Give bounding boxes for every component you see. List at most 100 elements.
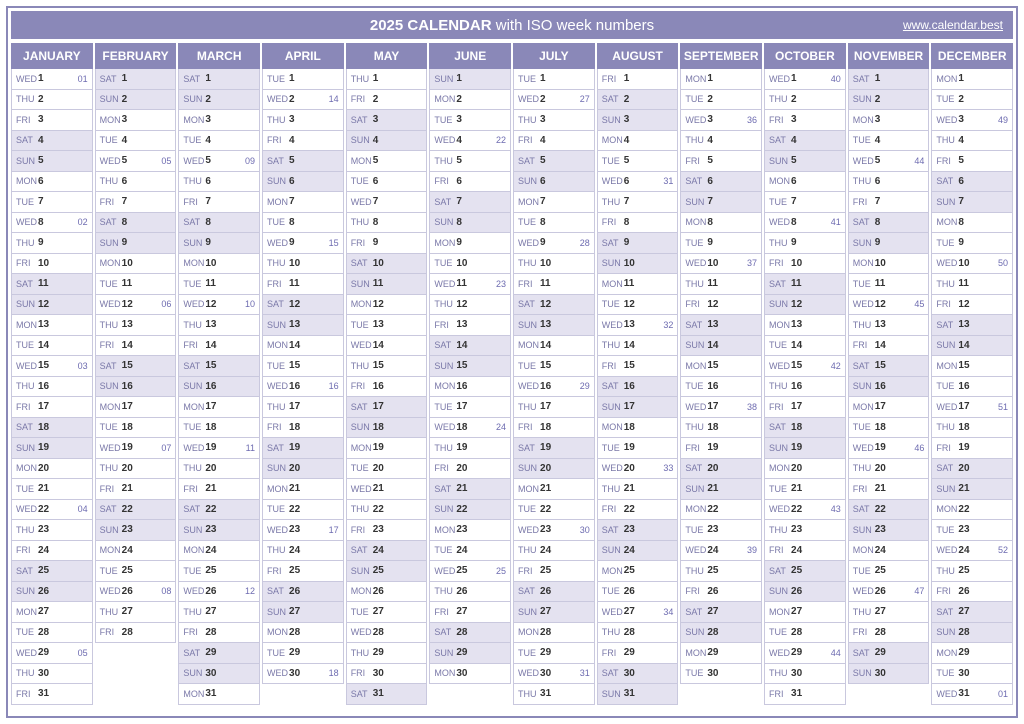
day-number: 3 — [791, 114, 797, 125]
site-link[interactable]: www.calendar.best — [903, 18, 1003, 32]
month-header: NOVEMBER — [848, 43, 930, 69]
day-cell: SUN7 — [931, 192, 1013, 213]
day-number: 3 — [205, 114, 211, 125]
day-of-week-label: SUN — [351, 135, 373, 145]
day-of-week-label: FRI — [183, 627, 205, 637]
day-of-week-label: WED — [769, 74, 791, 84]
day-cell: THU13 — [95, 315, 177, 336]
day-number: 4 — [122, 135, 128, 146]
day-cell: TUE18 — [95, 418, 177, 439]
day-cell: SUN16 — [95, 377, 177, 398]
day-of-week-label: FRI — [769, 545, 791, 555]
day-cell: WED140 — [764, 69, 846, 90]
day-cell: SAT13 — [680, 315, 762, 336]
day-of-week-label: WED — [267, 238, 289, 248]
day-cell: THU30 — [764, 664, 846, 685]
day-of-week-label: FRI — [16, 545, 38, 555]
day-number: 14 — [38, 340, 49, 351]
day-of-week-label: FRI — [936, 586, 958, 596]
day-of-week-label: THU — [518, 115, 540, 125]
iso-week-number: 51 — [998, 402, 1008, 412]
day-number: 7 — [205, 196, 211, 207]
day-of-week-label: SAT — [518, 299, 540, 309]
day-of-week-label: THU — [602, 484, 624, 494]
day-of-week-label: SUN — [267, 320, 289, 330]
day-cell: MON14 — [513, 336, 595, 357]
day-cell: TUE12 — [597, 295, 679, 316]
day-cell: TUE16 — [931, 377, 1013, 398]
day-cell: SUN9 — [95, 233, 177, 254]
day-number: 19 — [289, 442, 300, 453]
day-of-week-label: TUE — [267, 217, 289, 227]
day-cell: MON8 — [680, 213, 762, 234]
day-number: 28 — [791, 627, 802, 638]
day-cell: WED349 — [931, 110, 1013, 131]
day-of-week-label: TUE — [685, 668, 707, 678]
iso-week-number: 11 — [246, 443, 255, 453]
day-of-week-label: FRI — [936, 443, 958, 453]
day-cell: WED2608 — [95, 582, 177, 603]
day-number: 30 — [289, 668, 300, 679]
day-cell: TUE29 — [262, 643, 344, 664]
day-number: 18 — [122, 422, 133, 433]
day-cell: MON23 — [429, 520, 511, 541]
day-of-week-label: FRI — [434, 320, 456, 330]
day-number: 30 — [624, 668, 635, 679]
day-of-week-label: TUE — [434, 258, 456, 268]
day-number: 9 — [540, 237, 546, 248]
day-of-week-label: SUN — [183, 238, 205, 248]
day-number: 23 — [875, 524, 886, 535]
day-number: 24 — [373, 545, 384, 556]
day-of-week-label: MON — [518, 197, 540, 207]
day-of-week-label: SUN — [685, 197, 707, 207]
day-number: 23 — [540, 524, 551, 535]
iso-week-number: 37 — [747, 258, 757, 268]
day-of-week-label: MON — [685, 217, 707, 227]
day-cell: SUN12 — [764, 295, 846, 316]
day-of-week-label: SUN — [100, 381, 122, 391]
day-of-week-label: MON — [518, 340, 540, 350]
day-cell: SAT18 — [11, 418, 93, 439]
day-of-week-label: WED — [936, 402, 958, 412]
day-of-week-label: THU — [351, 648, 373, 658]
day-of-week-label: WED — [267, 94, 289, 104]
day-number: 11 — [791, 278, 802, 289]
day-cell: TUE18 — [848, 418, 930, 439]
day-cell: SAT25 — [764, 561, 846, 582]
day-cell: WED2612 — [178, 582, 260, 603]
iso-week-number: 12 — [245, 586, 255, 596]
day-number: 17 — [791, 401, 802, 412]
day-cell: TUE11 — [95, 274, 177, 295]
day-cell: MON14 — [262, 336, 344, 357]
day-number: 24 — [707, 545, 718, 556]
day-of-week-label: THU — [100, 176, 122, 186]
day-of-week-label: SUN — [518, 176, 540, 186]
day-cell: THU2 — [764, 90, 846, 111]
day-number: 16 — [205, 381, 216, 392]
day-cell: MON17 — [95, 397, 177, 418]
day-number: 19 — [122, 442, 133, 453]
day-cell: FRI11 — [513, 274, 595, 295]
day-number: 17 — [456, 401, 467, 412]
day-of-week-label: THU — [16, 381, 38, 391]
day-cell: MON15 — [931, 356, 1013, 377]
day-number: 16 — [624, 381, 635, 392]
iso-week-number: 43 — [831, 504, 841, 514]
day-of-week-label: SAT — [936, 176, 958, 186]
day-number: 5 — [373, 155, 379, 166]
day-of-week-label: FRI — [183, 340, 205, 350]
day-cell: FRI9 — [346, 233, 428, 254]
day-of-week-label: TUE — [518, 361, 540, 371]
day-cell: WED544 — [848, 151, 930, 172]
day-cell: THU17 — [513, 397, 595, 418]
day-cell: SAT29 — [178, 643, 260, 664]
day-of-week-label: SAT — [602, 525, 624, 535]
day-cell: WED2734 — [597, 602, 679, 623]
day-number: 27 — [122, 606, 133, 617]
day-cell: MON10 — [95, 254, 177, 275]
day-number: 4 — [289, 135, 295, 146]
day-of-week-label: MON — [351, 586, 373, 596]
day-cell: FRI1 — [597, 69, 679, 90]
day-cell: SAT15 — [178, 356, 260, 377]
day-number: 22 — [38, 504, 49, 515]
